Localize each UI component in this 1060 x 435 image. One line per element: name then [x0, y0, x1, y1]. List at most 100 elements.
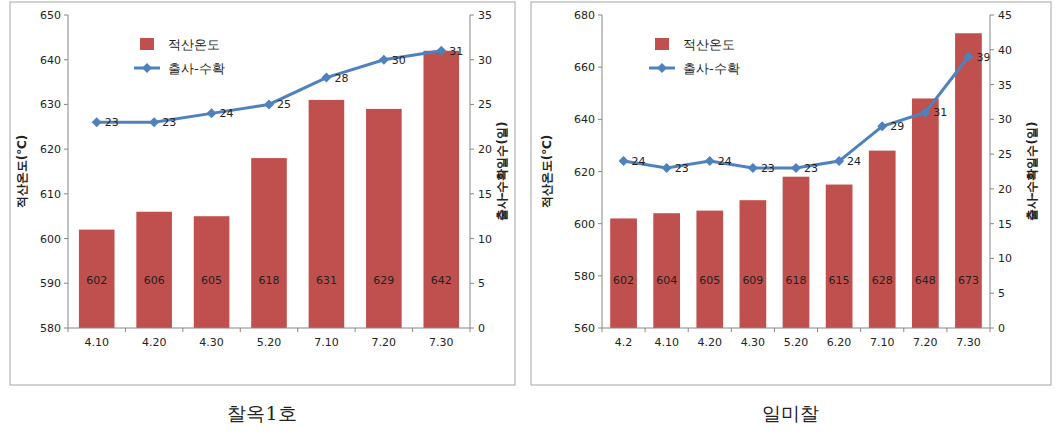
- legend-label: 출사-수확: [168, 61, 225, 76]
- data-label: 602: [613, 274, 634, 287]
- line: [97, 51, 442, 123]
- bar: [79, 230, 115, 328]
- x-tick-label: 4.10: [84, 336, 109, 349]
- y-tick-label: 650: [40, 9, 61, 22]
- data-label: 23: [761, 162, 775, 175]
- marker: [321, 73, 331, 83]
- marker: [963, 52, 973, 62]
- bar: [869, 151, 896, 328]
- y2-tick: [990, 258, 994, 259]
- y2-tick-label: 5: [478, 277, 485, 290]
- data-label: 628: [872, 274, 893, 287]
- y2-axis-title: 출사-수확일수(일): [1025, 122, 1039, 222]
- legend-swatch: [140, 38, 154, 50]
- marker: [264, 99, 274, 109]
- data-label: 609: [742, 274, 763, 287]
- legend: 적산온도출사-수확: [134, 37, 225, 76]
- bar: [423, 51, 459, 328]
- y2-tick: [470, 283, 474, 284]
- line: [624, 57, 969, 168]
- y-axis-line: [68, 15, 69, 328]
- y2-tick: [470, 328, 474, 329]
- data-label: 24: [847, 155, 861, 168]
- data-label: 29: [890, 120, 904, 133]
- y-tick-label: 600: [574, 218, 595, 231]
- y-tick: [598, 223, 602, 224]
- bar: [251, 158, 287, 328]
- x-tick-label: 7.10: [870, 336, 895, 349]
- bar: [366, 109, 402, 328]
- y2-axis-line: [990, 15, 991, 328]
- marker: [705, 156, 715, 166]
- chart: 6026046056096186156286486732423242323242…: [531, 2, 1051, 424]
- marker: [436, 46, 446, 56]
- y2-tick: [990, 188, 994, 189]
- y2-tick-label: 40: [998, 44, 1012, 57]
- y2-tick: [470, 15, 474, 16]
- data-label: 24: [220, 107, 234, 120]
- bar: [610, 218, 637, 328]
- data-label: 629: [373, 274, 394, 287]
- x-tick-divider: [182, 328, 183, 332]
- legend-label: 적산온도: [168, 37, 220, 52]
- data-label: 648: [915, 274, 936, 287]
- y2-tick-label: 45: [998, 9, 1012, 22]
- y2-axis-line: [470, 15, 471, 328]
- chart-title: 찰옥1호: [227, 402, 296, 424]
- marker: [207, 108, 217, 118]
- x-tick-divider: [125, 328, 126, 332]
- x-tick-label: 4.10: [654, 336, 679, 349]
- chart-frame: [10, 2, 515, 385]
- y2-tick-label: 5: [998, 287, 1005, 300]
- data-label: 24: [718, 155, 732, 168]
- x-tick-divider: [774, 328, 775, 332]
- y2-tick-label: 35: [478, 9, 492, 22]
- y2-tick-label: 0: [998, 322, 1005, 335]
- legend-marker: [142, 63, 152, 73]
- chart-frame: [531, 2, 1051, 385]
- legend: 적산온도출사-수확: [649, 37, 740, 76]
- marks: [79, 46, 459, 328]
- data-label: 28: [334, 72, 348, 85]
- bar: [194, 216, 230, 328]
- x-tick-divider: [731, 328, 732, 332]
- y-tick-label: 580: [40, 322, 61, 335]
- x-tick-divider: [946, 328, 947, 332]
- y-tick-label: 680: [574, 9, 595, 22]
- y2-tick: [470, 149, 474, 150]
- x-axis-line: [68, 328, 470, 329]
- y-tick-label: 640: [40, 54, 61, 67]
- bar: [136, 212, 172, 328]
- x-tick-divider: [645, 328, 646, 332]
- y2-tick: [990, 328, 994, 329]
- data-label: 642: [431, 274, 452, 287]
- y-tick: [64, 193, 68, 194]
- bar: [309, 100, 345, 328]
- y-tick-label: 610: [40, 188, 61, 201]
- data-label: 25: [277, 98, 291, 111]
- y-axis-title: 적산온도(℃): [540, 135, 554, 209]
- bar: [826, 185, 853, 328]
- marker: [920, 107, 930, 117]
- x-tick-label: 7.20: [372, 336, 397, 349]
- data-label: 631: [316, 274, 337, 287]
- y-tick: [598, 328, 602, 329]
- x-tick-divider: [990, 328, 991, 332]
- marker: [662, 163, 672, 173]
- y2-tick: [470, 59, 474, 60]
- x-tick-divider: [470, 328, 471, 332]
- marker: [379, 55, 389, 65]
- y-axis-title: 적산온도(℃): [15, 135, 29, 209]
- y-tick-label: 600: [40, 233, 61, 246]
- x-tick-label: 4.2: [615, 336, 633, 349]
- data-label: 23: [162, 116, 176, 129]
- data-label: 673: [958, 274, 979, 287]
- page: 6026066056186316296422323242528303158059…: [0, 0, 1060, 435]
- y-tick: [598, 171, 602, 172]
- data-label: 606: [144, 274, 165, 287]
- y-tick: [64, 149, 68, 150]
- marker: [791, 163, 801, 173]
- x-tick-label: 5.20: [784, 336, 809, 349]
- x-tick-divider: [297, 328, 298, 332]
- x-axis-line: [602, 328, 990, 329]
